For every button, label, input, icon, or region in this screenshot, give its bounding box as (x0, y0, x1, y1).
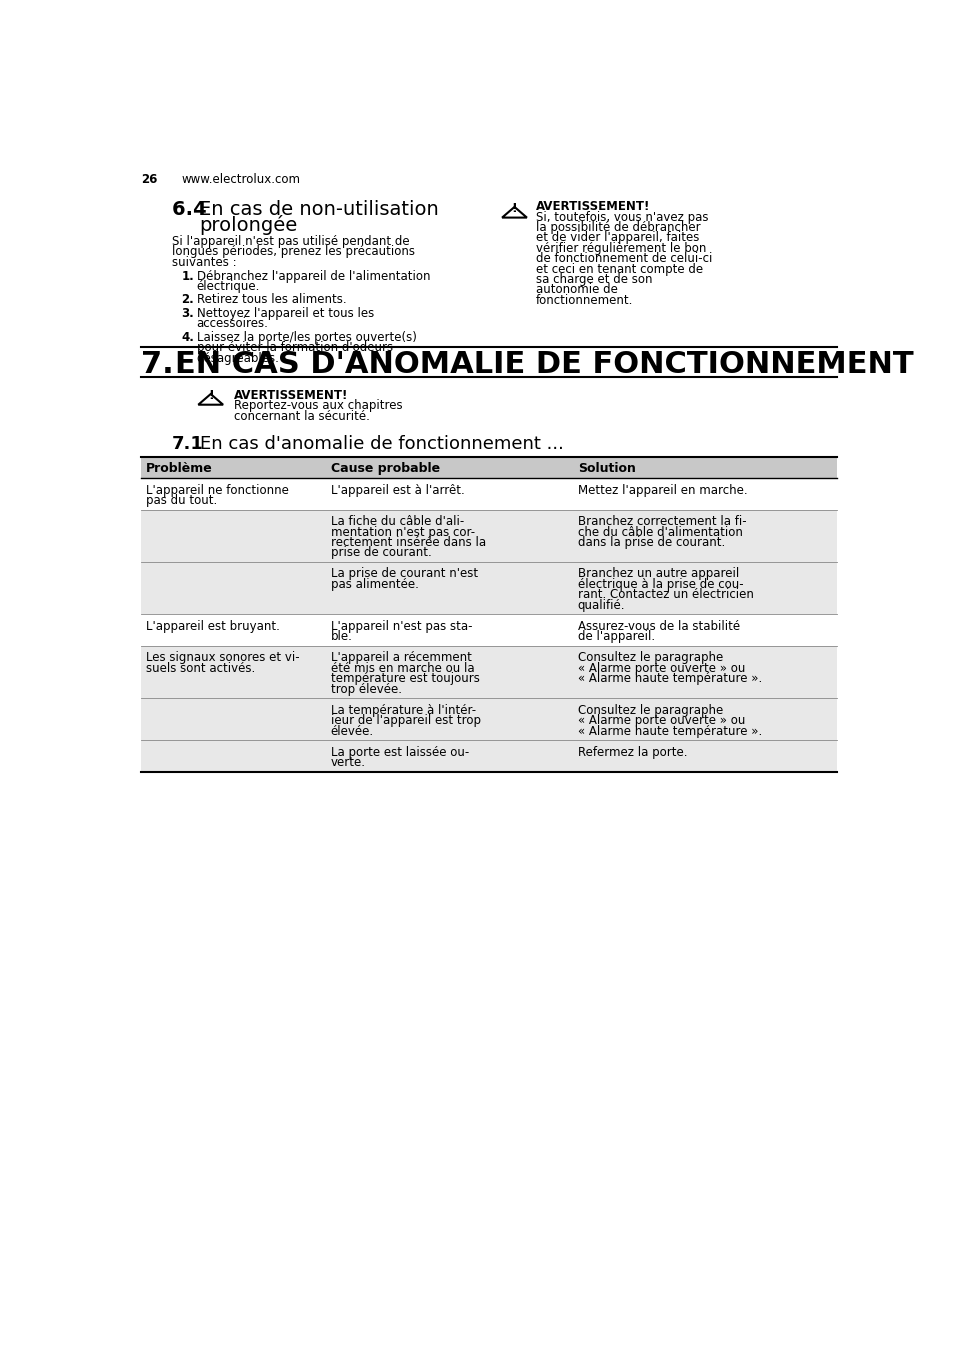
Text: Mettez l'appareil en marche.: Mettez l'appareil en marche. (578, 483, 747, 497)
Text: de l'appareil.: de l'appareil. (578, 630, 655, 643)
Bar (141, 562, 836, 615)
Text: prolongée: prolongée (199, 215, 297, 234)
Text: vérifier régulièrement le bon: vérifier régulièrement le bon (536, 242, 706, 255)
Text: qualifié.: qualifié. (578, 598, 625, 612)
Text: La prise de courant n'est: La prise de courant n'est (331, 567, 477, 581)
Text: Consultez le paragraphe: Consultez le paragraphe (578, 651, 722, 665)
Text: Si l'appareil n'est pas utilisé pendant de: Si l'appareil n'est pas utilisé pendant … (172, 234, 409, 248)
Text: 26: 26 (141, 173, 157, 187)
Text: électrique.: électrique. (196, 280, 260, 292)
Text: Laissez la porte/les portes ouverte(s): Laissez la porte/les portes ouverte(s) (196, 330, 416, 344)
Text: et ceci en tenant compte de: et ceci en tenant compte de (536, 263, 702, 276)
Text: été mis en marche ou la: été mis en marche ou la (331, 662, 474, 674)
Text: AVERTISSEMENT!: AVERTISSEMENT! (536, 200, 650, 213)
Text: suels sont activés.: suels sont activés. (146, 662, 255, 674)
Text: L'appareil est à l'arrêt.: L'appareil est à l'arrêt. (331, 483, 464, 497)
Text: température est toujours: température est toujours (331, 672, 479, 685)
Text: L'appareil ne fonctionne: L'appareil ne fonctionne (146, 483, 289, 497)
Text: Assurez-vous de la stabilité: Assurez-vous de la stabilité (578, 620, 740, 632)
Text: En cas d'anomalie de fonctionnement ...: En cas d'anomalie de fonctionnement ... (199, 435, 563, 454)
Text: « Alarme haute température ».: « Alarme haute température ». (578, 672, 761, 685)
Text: 4.: 4. (181, 330, 193, 344)
Text: !: ! (511, 202, 517, 215)
Text: !: ! (208, 390, 213, 402)
Text: pour éviter la formation d'odeurs: pour éviter la formation d'odeurs (196, 341, 393, 355)
Bar (141, 478, 836, 509)
Text: 3.: 3. (181, 307, 193, 320)
Text: élevée.: élevée. (331, 724, 374, 738)
Text: électrique à la prise de cou-: électrique à la prise de cou- (578, 578, 742, 590)
Text: « Alarme porte ouverte » ou: « Alarme porte ouverte » ou (578, 714, 744, 727)
Text: pas alimentée.: pas alimentée. (331, 578, 418, 590)
Text: Branchez correctement la fi-: Branchez correctement la fi- (578, 515, 745, 528)
Bar (141, 646, 836, 699)
Text: Retirez tous les aliments.: Retirez tous les aliments. (196, 294, 346, 306)
Text: prise de courant.: prise de courant. (331, 546, 431, 559)
Text: AVERTISSEMENT!: AVERTISSEMENT! (233, 389, 348, 402)
Text: 2.: 2. (181, 294, 193, 306)
Text: trop élevée.: trop élevée. (331, 682, 401, 696)
Text: désagréables.: désagréables. (196, 352, 279, 364)
Text: « Alarme porte ouverte » ou: « Alarme porte ouverte » ou (578, 662, 744, 674)
Text: la possibilité de débrancher: la possibilité de débrancher (536, 221, 700, 234)
Text: fonctionnement.: fonctionnement. (536, 294, 633, 307)
Text: ieur de l'appareil est trop: ieur de l'appareil est trop (331, 714, 480, 727)
Text: rectement insérée dans la: rectement insérée dans la (331, 536, 485, 548)
Text: EN CAS D'ANOMALIE DE FONCTIONNEMENT: EN CAS D'ANOMALIE DE FONCTIONNEMENT (174, 351, 913, 379)
Text: Les signaux sonores et vi-: Les signaux sonores et vi- (146, 651, 299, 665)
Text: L'appareil a récemment: L'appareil a récemment (331, 651, 471, 665)
Text: L'appareil n'est pas sta-: L'appareil n'est pas sta- (331, 620, 472, 632)
Text: rant. Contactez un électricien: rant. Contactez un électricien (578, 588, 753, 601)
Text: La température à l'intér-: La température à l'intér- (331, 704, 476, 716)
Text: « Alarme haute température ».: « Alarme haute température ». (578, 724, 761, 738)
Text: sa charge et de son: sa charge et de son (536, 274, 652, 286)
Text: concernant la sécurité.: concernant la sécurité. (233, 410, 370, 422)
Text: Nettoyez l'appareil et tous les: Nettoyez l'appareil et tous les (196, 307, 374, 320)
Text: Si, toutefois, vous n'avez pas: Si, toutefois, vous n'avez pas (536, 211, 708, 223)
Text: Problème: Problème (146, 462, 213, 475)
Text: L'appareil est bruyant.: L'appareil est bruyant. (146, 620, 280, 632)
Text: 1.: 1. (181, 269, 193, 283)
Text: Solution: Solution (578, 462, 635, 475)
Text: accessoires.: accessoires. (196, 317, 269, 330)
Bar (141, 509, 836, 562)
Text: et de vider l'appareil, faites: et de vider l'appareil, faites (536, 232, 699, 244)
Bar (141, 615, 836, 646)
Text: verte.: verte. (331, 756, 365, 769)
Bar (141, 699, 836, 741)
Text: 7.1: 7.1 (172, 435, 204, 454)
Text: che du câble d'alimentation: che du câble d'alimentation (578, 525, 742, 539)
Text: autonomie de: autonomie de (536, 283, 618, 297)
Text: 7.: 7. (141, 351, 173, 379)
Text: Débranchez l'appareil de l'alimentation: Débranchez l'appareil de l'alimentation (196, 269, 430, 283)
Text: La porte est laissée ou-: La porte est laissée ou- (331, 746, 469, 758)
Text: longues périodes, prenez les précautions: longues périodes, prenez les précautions (172, 245, 415, 259)
Text: ble.: ble. (331, 630, 353, 643)
Text: mentation n'est pas cor-: mentation n'est pas cor- (331, 525, 475, 539)
Text: de fonctionnement de celui-ci: de fonctionnement de celui-ci (536, 252, 712, 265)
Text: Reportez-vous aux chapitres: Reportez-vous aux chapitres (233, 399, 402, 412)
Text: En cas de non-utilisation: En cas de non-utilisation (199, 200, 438, 219)
Bar (141, 741, 836, 772)
Bar (141, 456, 836, 478)
Text: www.electrolux.com: www.electrolux.com (181, 173, 300, 187)
Text: dans la prise de courant.: dans la prise de courant. (578, 536, 724, 548)
Text: pas du tout.: pas du tout. (146, 494, 217, 506)
Text: Refermez la porte.: Refermez la porte. (578, 746, 687, 758)
Text: 6.4: 6.4 (172, 200, 213, 219)
Text: suivantes :: suivantes : (172, 256, 236, 268)
Text: Branchez un autre appareil: Branchez un autre appareil (578, 567, 739, 581)
Text: La fiche du câble d'ali-: La fiche du câble d'ali- (331, 515, 463, 528)
Text: Consultez le paragraphe: Consultez le paragraphe (578, 704, 722, 716)
Text: Cause probable: Cause probable (331, 462, 439, 475)
